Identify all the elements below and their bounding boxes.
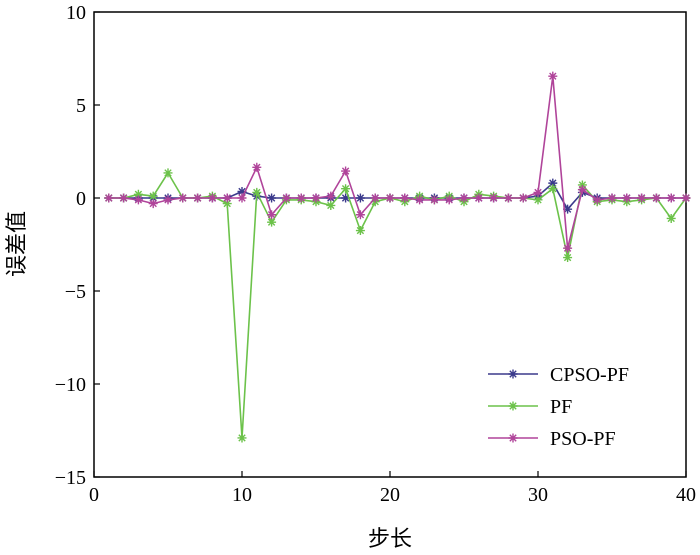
point-s0-11 [267,193,277,203]
point-s0-31 [563,204,573,214]
point-s2-6 [193,193,203,203]
point-s1-17 [355,226,365,236]
point-s2-15 [326,191,336,201]
y-tick-label-0: −15 [55,467,86,489]
point-s2-39 [681,193,691,203]
legend-label-1: PF [550,396,572,418]
point-s1-32 [577,180,587,190]
point-s0-30 [548,178,558,188]
y-tick-label-5: 10 [66,2,86,24]
x-tick-label-4: 40 [676,484,696,506]
series-line-2 [108,76,686,249]
point-s2-25 [474,193,484,203]
point-s1-9 [237,433,247,443]
point-s1-2 [133,189,143,199]
y-tick-label-3: 0 [76,188,86,210]
point-s1-30 [548,184,558,194]
point-s1-11 [267,217,277,227]
x-tick-label-2: 20 [380,484,400,506]
point-s2-26 [489,193,499,203]
legend: CPSO-PF PF PSO-PF [488,364,629,450]
point-s0-16 [341,193,351,203]
series-line-1 [108,171,687,438]
point-s1-8 [222,199,232,209]
point-s2-24 [459,193,469,203]
y-axis-title: 误差值 [5,211,30,277]
point-s2-14 [311,193,321,203]
point-s1-3 [148,191,158,201]
series-layer [104,71,691,443]
point-s1-16 [341,184,351,194]
point-s1-10 [252,187,262,197]
point-s2-12 [281,193,291,203]
point-s2-0 [104,193,114,203]
y-tick-label-4: 5 [76,95,86,117]
point-s2-35 [622,193,632,203]
point-s2-30 [548,71,558,81]
legend-marker-1 [508,401,518,411]
point-s1-38 [666,213,676,223]
point-s2-29 [533,187,543,197]
point-s2-23 [444,195,454,205]
point-s2-16 [341,166,351,176]
point-s2-36 [637,193,647,203]
series-2 [104,71,691,253]
point-s0-17 [355,193,365,203]
point-s2-33 [592,195,602,205]
point-s1-29 [533,195,543,205]
legend-marker-2 [508,433,518,443]
point-s2-27 [503,193,513,203]
point-s2-3 [148,199,158,209]
x-axis-title: 步长 [368,527,412,552]
point-s2-2 [133,195,143,205]
x-tick-label-1: 10 [232,484,252,506]
point-s2-7 [207,193,217,203]
point-s0-9 [237,186,247,196]
point-s2-11 [267,210,277,220]
plot-area [93,11,687,478]
point-s2-13 [296,193,306,203]
point-s2-9 [237,193,247,203]
point-s2-31 [563,243,573,253]
point-s2-5 [178,193,188,203]
point-s2-37 [651,193,661,203]
y-tick-label-1: −10 [55,374,86,396]
x-tick-label-3: 30 [528,484,548,506]
series-1 [104,168,691,443]
point-s1-4 [163,168,173,178]
point-s2-20 [400,193,410,203]
point-s1-31 [563,253,573,263]
point-s2-22 [429,195,439,205]
point-s2-34 [607,193,617,203]
point-s2-1 [119,193,129,203]
legend-label-0: CPSO-PF [550,364,629,386]
point-s2-28 [518,193,528,203]
point-s2-17 [355,210,365,220]
point-s2-10 [252,162,262,172]
point-s1-15 [326,200,336,210]
point-s2-4 [163,195,173,205]
point-s2-21 [415,195,425,205]
axis-ticks: 0 10 20 30 40 −15 −10 −5 0 5 10 [55,2,696,506]
point-s2-32 [577,185,587,195]
point-s2-8 [222,193,232,203]
x-tick-label-0: 0 [89,484,99,506]
legend-marker-0 [508,369,518,379]
point-s2-18 [370,193,380,203]
legend-label-2: PSO-PF [550,428,616,450]
point-s2-38 [666,193,676,203]
series-0 [104,178,691,214]
y-tick-label-2: −5 [65,281,86,303]
point-s2-19 [385,193,395,203]
